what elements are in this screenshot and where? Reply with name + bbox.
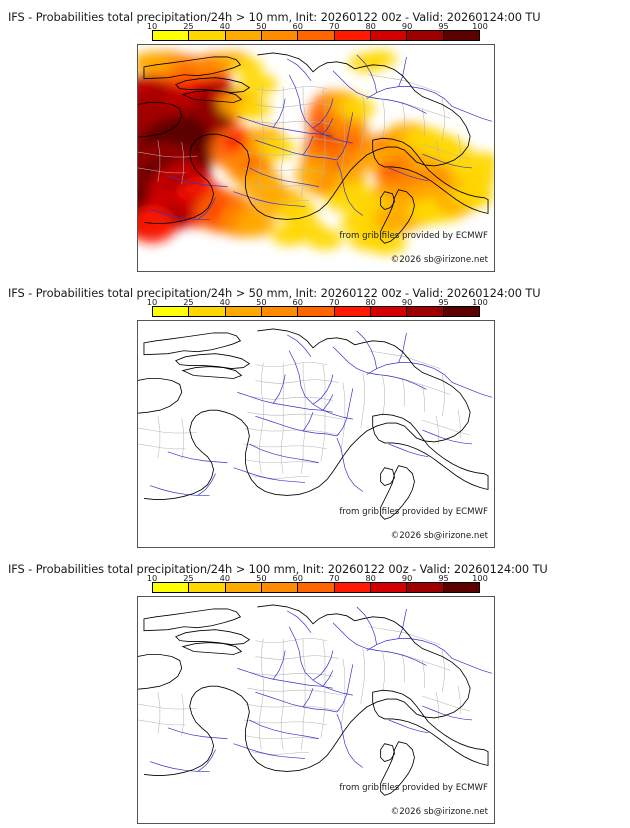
panel-100mm: IFS - Probabilities total precipitation/… [0,552,630,828]
map-panel[interactable]: from grib files provided by ECMWF ©2026 s… [137,320,495,548]
colorbar-tick: 70 [329,21,340,31]
colorbar-band [225,307,262,316]
colorbar-band [370,31,408,40]
colorbar-band [298,583,335,592]
coastlines [138,52,489,244]
colorbar-band [189,307,226,316]
colorbar-tick: 25 [183,297,194,307]
colorbar-tick: 40 [219,21,231,31]
colorbar-tick: 90 [401,573,413,583]
colorbar-band [298,31,335,40]
colorbar-band [261,31,299,40]
colorbar-band [189,583,226,592]
colorbar-tick: 70 [329,297,340,307]
ecmwf-attribution: from grib files provided by ECMWF [339,783,488,793]
colorbar-tick-labels: 10 25 40 50 60 70 80 90 95 100 [147,297,488,307]
panel-title: IFS - Probabilities total precipitation/… [8,10,541,24]
colorbar-band [261,583,299,592]
panel-title: IFS - Probabilities total precipitation/… [8,562,548,576]
map-panel[interactable]: from grib files provided by ECMWF ©2026 s… [137,44,495,272]
map-canvas [138,45,494,271]
panel-50mm: IFS - Probabilities total precipitation/… [0,276,630,552]
map-canvas [138,321,494,547]
colorbar-tick: 25 [183,573,194,583]
colorbar-band [225,583,262,592]
colorbar-tick: 90 [401,21,413,31]
panel-title: IFS - Probabilities total precipitation/… [8,286,541,300]
map-panel[interactable]: from grib files provided by ECMWF ©2026 s… [137,596,495,824]
copyright-notice: ©2026 sb@irizone.net [390,531,488,541]
colorbar-tick: 60 [292,297,303,307]
colorbar-band [334,31,371,40]
colorbar-tick: 90 [401,297,413,307]
colorbar: 10 25 40 50 60 70 80 90 95 100 [147,21,488,41]
colorbar-tick: 50 [256,297,267,307]
colorbar-band [370,307,408,316]
colorbar: 10 25 40 50 60 70 80 90 95 100 [147,573,488,593]
rivers [149,330,493,496]
coastlines [138,604,489,796]
colorbar-band [153,31,190,40]
colorbar-band [407,31,444,40]
colorbar-band [443,307,479,316]
colorbar-band [225,31,262,40]
colorbar-tick: 100 [472,21,488,31]
ecmwf-attribution: from grib files provided by ECMWF [339,231,488,241]
colorbar-tick: 100 [472,297,488,307]
colorbar-band [407,583,444,592]
colorbar-tick: 25 [183,21,194,31]
colorbar-tick: 95 [438,573,449,583]
colorbar-tick: 40 [219,297,231,307]
colorbar-tick: 95 [438,297,449,307]
colorbar-tick: 95 [438,21,449,31]
colorbar-tick-labels: 10 25 40 50 60 70 80 90 95 100 [147,573,488,583]
colorbar-band [407,307,444,316]
colorbar-band [370,583,408,592]
colorbar-band [298,307,335,316]
colorbar-band [443,31,479,40]
colorbar-tick: 40 [219,573,231,583]
colorbar-tick-labels: 10 25 40 50 60 70 80 90 95 100 [147,21,488,31]
ecmwf-attribution: from grib files provided by ECMWF [339,507,488,517]
colorbar-gradient [152,306,480,317]
colorbar-tick: 50 [256,21,267,31]
colorbar-band [334,583,371,592]
colorbar-tick: 10 [146,297,158,307]
rivers [149,54,493,220]
colorbar-tick: 10 [146,21,158,31]
colorbar-gradient [152,30,480,41]
rivers [149,606,493,772]
copyright-notice: ©2026 sb@irizone.net [390,807,488,817]
colorbar-tick: 80 [365,573,376,583]
colorbar-tick: 80 [365,297,376,307]
colorbar-tick: 50 [256,573,267,583]
colorbar-tick: 70 [329,573,340,583]
colorbar-tick: 60 [292,573,303,583]
colorbar-band [443,583,479,592]
colorbar-tick: 80 [365,21,376,31]
map-canvas [138,597,494,823]
colorbar-band [153,307,190,316]
admin-boundaries [138,350,471,479]
coastlines [138,328,489,520]
colorbar: 10 25 40 50 60 70 80 90 95 100 [147,297,488,317]
panel-10mm: IFS - Probabilities total precipitation/… [0,0,630,276]
colorbar-gradient [152,582,480,593]
copyright-notice: ©2026 sb@irizone.net [390,255,488,265]
colorbar-tick: 100 [472,573,488,583]
colorbar-band [189,31,226,40]
colorbar-tick: 10 [146,573,158,583]
colorbar-tick: 60 [292,21,303,31]
colorbar-band [153,583,190,592]
colorbar-band [334,307,371,316]
colorbar-band [261,307,299,316]
